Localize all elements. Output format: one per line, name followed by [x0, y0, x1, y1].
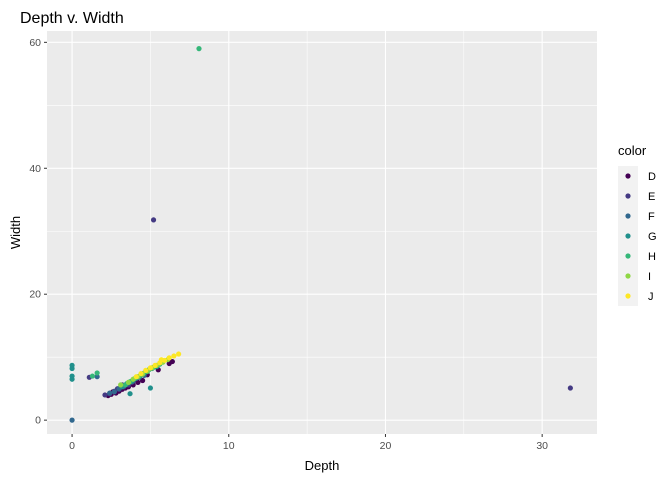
x-axis-title: Depth: [305, 458, 340, 473]
legend-label-H: H: [648, 251, 656, 263]
data-point-H: [89, 373, 96, 379]
y-tick-label: 0: [35, 415, 41, 427]
y-tick-label: 20: [29, 289, 41, 301]
data-point-J: [133, 374, 139, 380]
y-axis-title: Width: [8, 216, 23, 249]
data-point-H: [94, 370, 100, 376]
y-axis: 0 20 40 60: [29, 37, 47, 427]
data-point-J: [152, 362, 158, 368]
legend-label-J: J: [648, 291, 654, 303]
legend-key-I: [625, 273, 631, 279]
data-point-F: [94, 374, 100, 380]
data-point-F: [111, 389, 117, 395]
plot-panel: [47, 31, 597, 434]
data-point-G: [69, 365, 75, 372]
major-gridlines: [47, 31, 597, 434]
legend-key-G: [625, 233, 631, 239]
data-point-J: [158, 357, 164, 363]
data-point-E: [567, 385, 573, 391]
legend-key-H: [625, 253, 631, 259]
x-tick-label: 10: [223, 440, 235, 452]
data-point-D: [169, 358, 175, 365]
data-point-J: [171, 353, 177, 359]
legend-label-E: E: [648, 191, 655, 203]
data-point-J: [147, 365, 154, 371]
data-points: [69, 46, 573, 423]
legend-label-F: F: [648, 211, 655, 223]
x-tick-label: 30: [536, 440, 548, 452]
chart-title: Depth v. Width: [20, 10, 124, 27]
legend-key-J: [625, 293, 631, 299]
legend-label-D: D: [648, 171, 656, 183]
y-tick-label: 60: [29, 37, 41, 49]
data-point-E: [102, 392, 108, 398]
x-tick-label: 20: [380, 440, 392, 452]
data-point-J: [143, 367, 149, 374]
data-point-J: [176, 351, 182, 357]
data-point-G: [69, 376, 75, 382]
data-point-J: [166, 355, 172, 361]
data-point-E: [150, 217, 157, 223]
legend-label-I: I: [648, 271, 651, 283]
data-point-F: [107, 390, 113, 396]
data-point-H: [196, 46, 202, 52]
data-point-I: [125, 379, 132, 385]
data-point-G: [127, 391, 133, 397]
data-point-G: [147, 385, 154, 391]
minor-gridlines: [47, 31, 621, 434]
legend-label-G: G: [648, 231, 657, 243]
x-axis: 0 10 20 30: [69, 434, 548, 452]
legend-key-D: [625, 173, 631, 179]
data-point-D: [139, 377, 146, 384]
data-point-I: [118, 382, 124, 388]
legend-key-F: [625, 213, 631, 219]
y-tick-label: 40: [29, 163, 41, 175]
legend-title: color: [618, 143, 647, 158]
x-tick-label: 0: [69, 440, 75, 452]
data-point-J: [138, 370, 144, 377]
legend-key-E: [625, 193, 631, 199]
data-point-F: [69, 417, 75, 423]
